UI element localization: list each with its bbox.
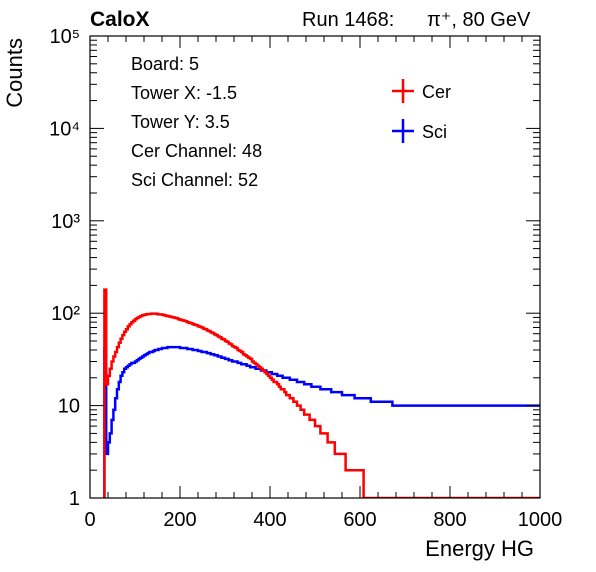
legend-label-sci: Sci (422, 122, 447, 142)
info-box: Board: 5 Tower X: -1.5 Tower Y: 3.5 Cer … (118, 46, 358, 198)
series-cer-line (103, 288, 540, 498)
y-tick-label: 10² (51, 303, 80, 325)
info-sci-channel: Sci Channel: 52 (131, 170, 258, 190)
y-tick-label: 10⁴ (49, 118, 80, 140)
run-label: Run 1468: (302, 9, 394, 31)
legend: Cer Sci (392, 79, 451, 143)
legend-entry-cer: Cer (392, 79, 451, 103)
y-tick-label: 10³ (51, 211, 80, 233)
series-sci-line (103, 345, 540, 498)
legend-entry-sci: Sci (392, 119, 447, 143)
info-board: Board: 5 (131, 54, 199, 74)
y-tick-label: 10 (58, 396, 80, 418)
y-axis-title: Counts (2, 38, 27, 108)
x-axis-title: Energy HG (425, 536, 534, 561)
x-tick-label: 600 (343, 509, 376, 531)
x-tick-label: 400 (253, 509, 286, 531)
beam-label: π⁺, 80 GeV (427, 9, 531, 31)
experiment-label: CaloX (90, 8, 150, 31)
y-tick-label: 10⁵ (49, 26, 80, 48)
axes: 0 200 400 600 800 1000 1 10 10² 10³ 10⁴ 10⁵ (49, 26, 562, 531)
info-tower-x: Tower X: -1.5 (131, 83, 237, 103)
info-cer-channel: Cer Channel: 48 (131, 141, 262, 161)
y-tick-label: 1 (69, 488, 80, 510)
plot-frame (89, 35, 541, 499)
info-box-background (118, 46, 358, 198)
x-tick-label: 1000 (518, 509, 563, 531)
info-tower-y: Tower Y: 3.5 (131, 112, 230, 132)
legend-label-cer: Cer (422, 82, 451, 102)
x-tick-label: 0 (84, 509, 95, 531)
x-tick-label: 800 (433, 509, 466, 531)
x-tick-label: 200 (163, 509, 196, 531)
